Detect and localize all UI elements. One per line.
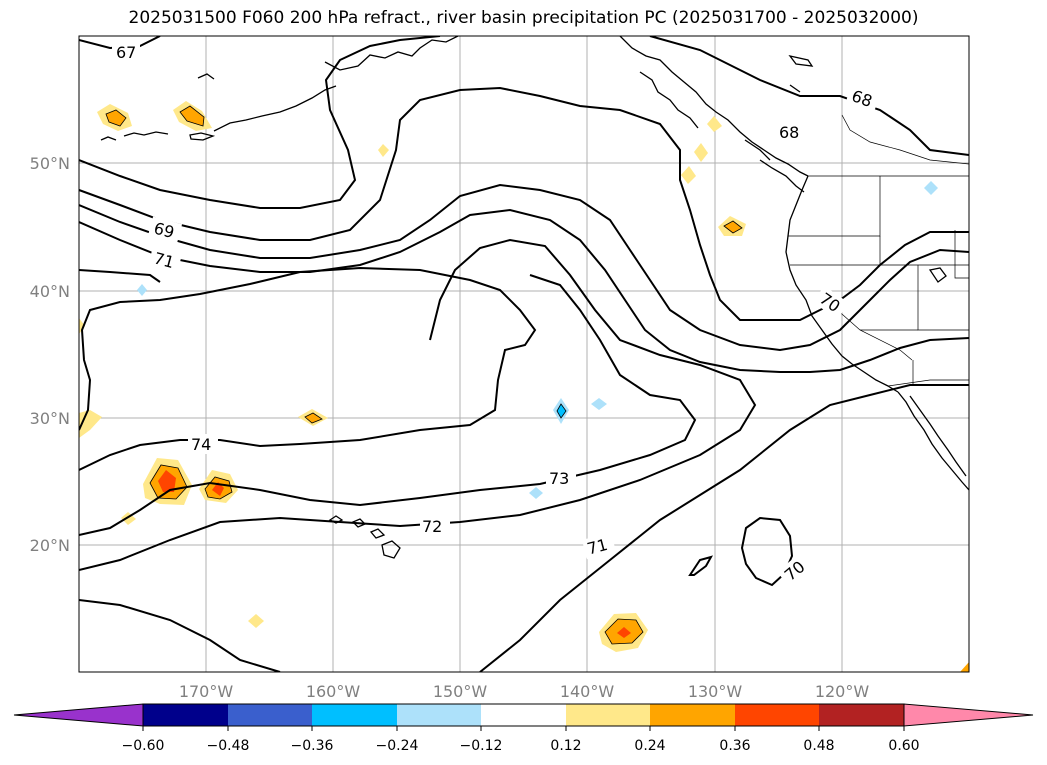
colorbar-bin-7 [650, 704, 735, 726]
lat-label-30n: 30°N [30, 409, 70, 428]
lat-label-50n: 50°N [30, 154, 70, 173]
contour-label-67: 67 [116, 43, 136, 62]
map-frame [78, 35, 970, 673]
colorbar-ticks: −0.60 −0.48 −0.36 −0.24 −0.12 0.12 0.24 … [122, 738, 920, 754]
colorbar: −0.60 −0.48 −0.36 −0.24 −0.12 0.12 0.24 … [13, 703, 1034, 754]
colorbar-tick: 0.12 [550, 738, 581, 754]
colorbar-bin-2 [228, 704, 312, 726]
colorbar-bin-4 [397, 704, 481, 726]
colorbar-bin-8 [735, 704, 819, 726]
gridlines [79, 36, 969, 672]
state-borders [788, 114, 969, 387]
colorbar-tick: 0.24 [634, 738, 665, 754]
lon-label-150w: 150°W [433, 682, 488, 701]
colorbar-tick: −0.36 [291, 738, 334, 754]
lon-label-170w: 170°W [179, 682, 234, 701]
refractivity-contours [79, 36, 969, 672]
colorbar-tick: −0.24 [376, 738, 419, 754]
contour-71 [79, 208, 969, 373]
contour-68 [79, 36, 969, 209]
latitude-labels: 50°N 40°N 30°N 20°N [30, 154, 70, 555]
colorbar-extend-low [13, 703, 144, 727]
colorbar-extend-high [903, 703, 1034, 727]
map-title: 2025031500 F060 200 hPa refract., river … [128, 8, 919, 28]
contour-74 [79, 266, 537, 471]
contour-labels: 67 68 68 69 71 70 74 73 72 71 70 [112, 42, 881, 588]
lon-label-120w: 120°W [815, 682, 870, 701]
contour-70 [79, 183, 969, 352]
colorbar-bin-5 [481, 704, 566, 726]
contour-label-68-coast: 68 [779, 123, 799, 142]
colorbar-bin-3 [312, 704, 397, 726]
lon-label-140w: 140°W [560, 682, 615, 701]
contour-label-73: 73 [549, 469, 569, 488]
colorbar-bin-1 [143, 704, 228, 726]
colorbar-bin-9 [819, 704, 904, 726]
contour-label-74: 74 [191, 435, 211, 454]
colorbar-tick: 0.60 [888, 738, 919, 754]
contour-label-72: 72 [422, 517, 442, 536]
lat-label-40n: 40°N [30, 282, 70, 301]
colorbar-tick: −0.48 [207, 738, 250, 754]
colorbar-tick: 0.48 [803, 738, 834, 754]
contour-label-69: 69 [152, 218, 177, 242]
lon-label-130w: 130°W [688, 682, 743, 701]
contour-label-71-north: 71 [152, 248, 177, 272]
coastlines [100, 36, 969, 559]
colorbar-bin-6 [566, 704, 650, 726]
contour-70-loop [688, 555, 714, 576]
precip-patches [79, 101, 969, 672]
colorbar-tick: 0.36 [719, 738, 750, 754]
lon-label-160w: 160°W [306, 682, 361, 701]
contour-72 [79, 238, 757, 571]
lat-label-20n: 20°N [30, 536, 70, 555]
colorbar-tick: −0.12 [460, 738, 503, 754]
map-area [79, 36, 969, 672]
colorbar-tick: −0.60 [122, 738, 165, 754]
longitude-labels: 170°W 160°W 150°W 140°W 130°W 120°W [179, 682, 870, 701]
contour-label-71-south: 71 [585, 535, 610, 559]
